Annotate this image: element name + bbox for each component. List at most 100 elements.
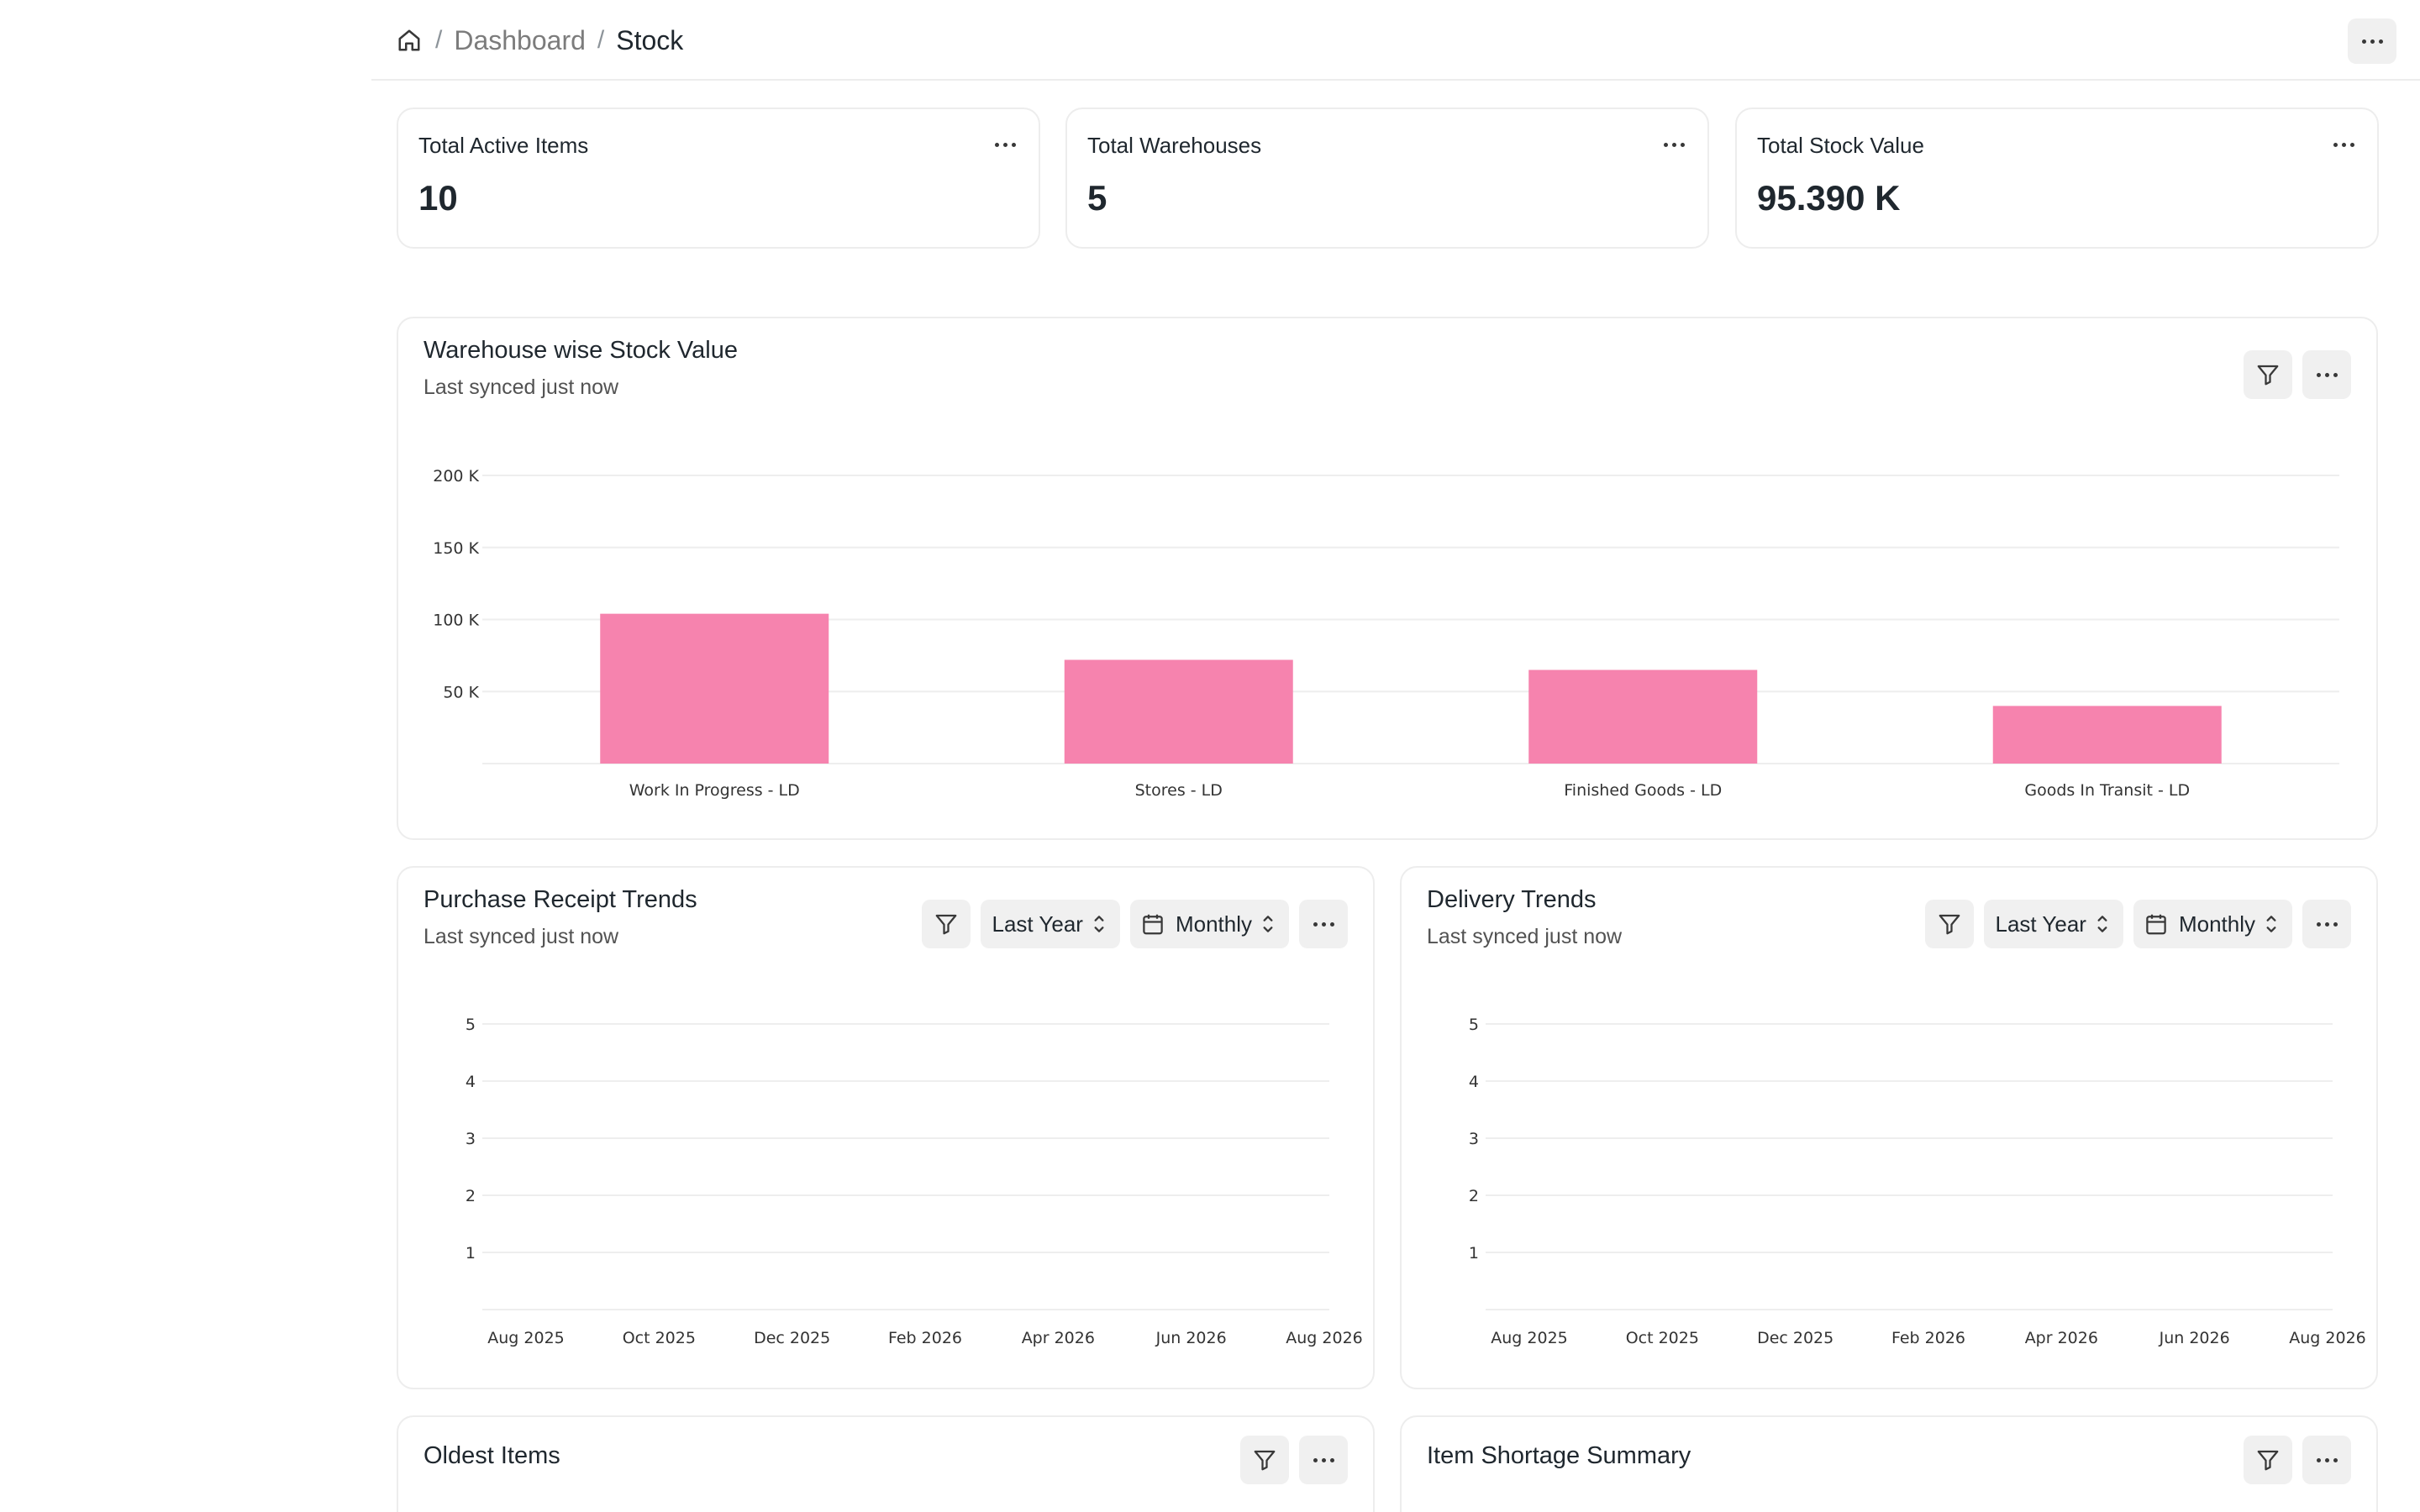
x-tick-label: Jun 2026	[2159, 1329, 2230, 1347]
number-card-label: Total Warehouses	[1087, 133, 1262, 158]
breadcrumb: / Dashboard / Stock	[395, 20, 683, 60]
filter-button[interactable]	[1240, 1436, 1289, 1484]
home-icon[interactable]	[395, 26, 424, 55]
filter-icon	[1254, 1450, 1276, 1471]
card-more-button[interactable]	[2325, 126, 2362, 163]
breadcrumb-dashboard[interactable]: Dashboard	[454, 24, 586, 55]
y-tick-label: 3	[1469, 1130, 1479, 1148]
x-tick-label: Goods In Transit - LD	[2024, 781, 2190, 800]
x-tick-label: Aug 2025	[1491, 1329, 1568, 1347]
calendar-icon	[2146, 914, 2166, 935]
y-tick-label: 4	[466, 1073, 476, 1091]
breadcrumb-separator: /	[597, 26, 605, 54]
x-tick-label: Jun 2026	[1155, 1329, 1227, 1347]
filter-icon	[2257, 1450, 2279, 1471]
x-tick-label: Oct 2025	[623, 1329, 696, 1347]
y-tick-label: 4	[1469, 1073, 1479, 1091]
x-tick-label: Oct 2025	[1626, 1329, 1699, 1347]
report-title: Oldest Items	[424, 1442, 560, 1469]
x-tick-label: Apr 2026	[1022, 1329, 1095, 1347]
x-tick-label: Feb 2026	[888, 1329, 962, 1347]
filter-icon	[2257, 365, 2279, 386]
warehouse-stock-bar-chart: 50 K 100 K 150 K 200 K Work In Progress - LD…	[433, 467, 2339, 800]
report-more-button[interactable]	[1299, 1436, 1348, 1484]
number-card-label: Total Stock Value	[1757, 133, 1924, 158]
more-icon	[1313, 921, 1334, 927]
x-tick-label: Finished Goods - LD	[1564, 781, 1722, 800]
sort-arrows-icon	[1094, 916, 1104, 932]
chart-sync-status: Last synced just now	[1427, 925, 1623, 948]
chart-title: Warehouse wise Stock Value	[424, 337, 738, 364]
card-more-button[interactable]	[1655, 126, 1692, 163]
chart-more-button[interactable]	[2302, 350, 2351, 399]
more-icon	[1313, 1457, 1334, 1462]
interval-value: Monthly	[2178, 911, 2255, 937]
number-card-label: Total Active Items	[418, 133, 589, 158]
number-card-value: 5	[1087, 178, 1107, 218]
y-tick-label: 1	[1469, 1244, 1479, 1263]
y-tick-label: 100 K	[433, 612, 479, 630]
interval-select[interactable]: Monthly	[2133, 900, 2292, 948]
bar	[1992, 706, 2222, 764]
number-card-value: 10	[418, 178, 458, 218]
number-card-value: 95.390 K	[1757, 178, 1901, 218]
filter-button[interactable]	[921, 900, 971, 948]
number-card-total-warehouses[interactable]: Total Warehouses 5	[1065, 108, 1709, 249]
breadcrumb-stock: Stock	[616, 24, 684, 55]
x-tick-label: Dec 2025	[1757, 1329, 1833, 1347]
sort-arrows-icon	[1263, 916, 1273, 932]
x-tick-label: Stores - LD	[1135, 781, 1223, 800]
chart-more-button[interactable]	[2302, 900, 2351, 948]
sidebar	[0, 0, 371, 1512]
sort-arrows-icon	[2266, 916, 2276, 932]
time-range-value: Last Year	[992, 911, 1083, 937]
y-tick-label: 50 K	[443, 683, 479, 701]
card-more-button[interactable]	[986, 126, 1023, 163]
y-tick-label: 3	[466, 1130, 476, 1148]
chart-sync-status: Last synced just now	[424, 925, 619, 948]
more-icon	[994, 142, 1016, 147]
breadcrumb-separator: /	[435, 26, 443, 54]
more-icon	[2316, 921, 2338, 927]
y-tick-label: 1	[466, 1244, 476, 1263]
y-tick-label: 2	[466, 1187, 476, 1205]
number-card-total-active-items[interactable]: Total Active Items 10	[397, 108, 1040, 249]
chart-title: Purchase Receipt Trends	[424, 886, 697, 913]
time-range-select[interactable]: Last Year	[1983, 900, 2123, 948]
delivery-trends-card: Delivery Trends Last synced just now Las…	[1400, 866, 2378, 1389]
filter-button[interactable]	[1924, 900, 1974, 948]
more-icon	[2361, 39, 2383, 44]
page-more-button[interactable]	[2348, 18, 2396, 64]
more-icon	[2333, 142, 2354, 147]
filter-button[interactable]	[2244, 1436, 2292, 1484]
x-tick-label: Aug 2026	[1286, 1329, 1363, 1347]
sort-arrows-icon	[2097, 916, 2107, 932]
x-tick-label: Work In Progress - LD	[629, 781, 800, 800]
purchase-receipt-line-chart: 1 2 3 4 5 Aug 2025 Oct 2025 Dec 2025 Feb 2026 Apr…	[466, 1016, 1363, 1347]
report-more-button[interactable]	[2302, 1436, 2351, 1484]
interval-select[interactable]: Monthly	[1129, 900, 1289, 948]
calendar-icon	[1143, 914, 1163, 935]
y-tick-label: 5	[466, 1016, 476, 1034]
bar	[1064, 659, 1293, 764]
purchase-receipt-trends-card: Purchase Receipt Trends Last synced just…	[397, 866, 1375, 1389]
bar	[1528, 669, 1758, 764]
more-icon	[2316, 1457, 2338, 1462]
chart-sync-status: Last synced just now	[424, 375, 619, 399]
report-title: Item Shortage Summary	[1427, 1442, 1691, 1469]
page-header: / Dashboard / Stock	[371, 0, 2420, 81]
more-icon	[2316, 372, 2338, 377]
y-tick-label: 5	[1469, 1016, 1479, 1034]
item-shortage-summary-card: Item Shortage Summary	[1400, 1415, 2378, 1512]
time-range-value: Last Year	[1995, 911, 2086, 937]
chart-more-button[interactable]	[1299, 900, 1348, 948]
x-tick-label: Feb 2026	[1891, 1329, 1965, 1347]
more-icon	[1663, 142, 1685, 147]
delivery-trends-line-chart: 1 2 3 4 5 Aug 2025 Oct 2025 Dec 2025 Feb 2026 Apr…	[1469, 1016, 2366, 1347]
x-tick-label: Dec 2025	[754, 1329, 830, 1347]
filter-button[interactable]	[2244, 350, 2292, 399]
x-tick-label: Aug 2025	[487, 1329, 565, 1347]
y-tick-label: 150 K	[433, 539, 479, 558]
time-range-select[interactable]: Last Year	[980, 900, 1120, 948]
number-card-total-stock-value[interactable]: Total Stock Value 95.390 K	[1735, 108, 2379, 249]
